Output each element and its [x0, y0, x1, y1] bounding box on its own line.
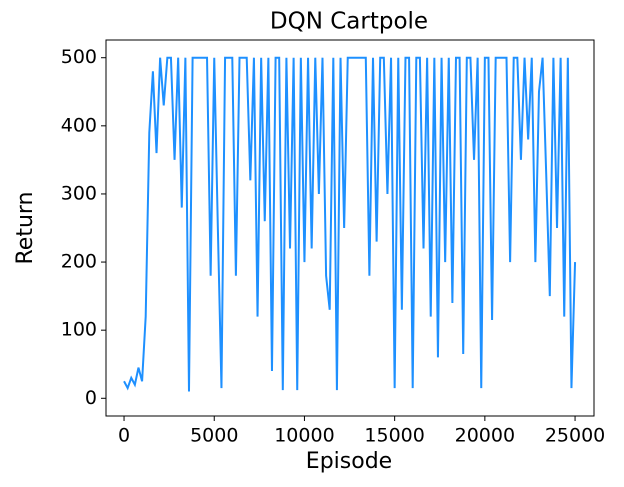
x-tick-label: 0: [118, 425, 130, 447]
chart-title: DQN Cartpole: [270, 9, 428, 35]
x-tick-label: 10000: [274, 425, 334, 447]
x-tick-label: 5000: [190, 425, 238, 447]
y-tick-label: 500: [61, 46, 97, 68]
x-tick-label: 20000: [455, 425, 515, 447]
y-tick-label: 300: [61, 182, 97, 204]
plot-frame: [105, 39, 595, 417]
y-tick-label: 400: [61, 114, 97, 136]
y-axis-label: Return: [13, 191, 38, 264]
line: [123, 56, 577, 392]
y-tick-label: 0: [85, 387, 97, 409]
y-tick-label: 200: [61, 251, 97, 273]
y-tick-label: 100: [61, 319, 97, 341]
x-tick-label: 25000: [545, 425, 605, 447]
x-axis-label: Episode: [306, 449, 392, 474]
x-tick-label: 15000: [364, 425, 424, 447]
